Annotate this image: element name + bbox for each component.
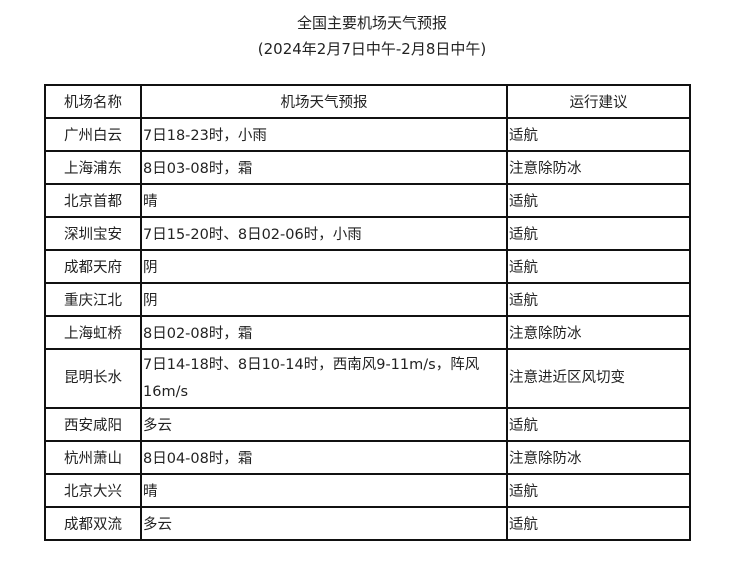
airport-name-cell: 广州白云 bbox=[44, 117, 142, 152]
table-row: 广州白云 7日18-23时，小雨 适航 bbox=[44, 117, 691, 152]
forecast-cell: 多云 bbox=[140, 506, 508, 541]
forecast-cell: 阴 bbox=[140, 282, 508, 317]
advice-cell: 适航 bbox=[506, 117, 691, 152]
forecast-cell: 晴 bbox=[140, 473, 508, 508]
forecast-cell: 7日15-20时、8日02-06时，小雨 bbox=[140, 216, 508, 251]
forecast-cell: 8日04-08时，霜 bbox=[140, 440, 508, 475]
table-row: 杭州萧山 8日04-08时，霜 注意除防冰 bbox=[44, 440, 691, 475]
forecast-cell: 8日02-08时，霜 bbox=[140, 315, 508, 350]
table-row: 成都天府阴适航 bbox=[44, 249, 691, 284]
header-forecast: 机场天气预报 bbox=[140, 84, 508, 119]
advice-cell: 注意除防冰 bbox=[506, 315, 691, 350]
airport-name-cell: 北京大兴 bbox=[44, 473, 142, 508]
header-airport: 机场名称 bbox=[44, 84, 142, 119]
advice-cell: 适航 bbox=[506, 249, 691, 284]
forecast-cell: 7日18-23时，小雨 bbox=[140, 117, 508, 152]
page-subtitle: (2024年2月7日中午-2月8日中午) bbox=[257, 40, 487, 58]
forecast-cell: 7日14-18时、8日10-14时，西南风9-11m/s，阵风16m/s bbox=[140, 348, 508, 409]
airport-name-cell: 上海浦东 bbox=[44, 150, 142, 185]
advice-cell: 注意除防冰 bbox=[506, 150, 691, 185]
page-title: 全国主要机场天气预报 bbox=[296, 14, 447, 32]
advice-cell: 注意除防冰 bbox=[506, 440, 691, 475]
table-row: 北京首都晴适航 bbox=[44, 183, 691, 218]
airport-name-cell: 北京首都 bbox=[44, 183, 142, 218]
advice-cell: 适航 bbox=[506, 282, 691, 317]
forecast-cell: 8日03-08时，霜 bbox=[140, 150, 508, 185]
airport-name-cell: 上海虹桥 bbox=[44, 315, 142, 350]
forecast-cell: 多云 bbox=[140, 407, 508, 442]
advice-cell: 适航 bbox=[506, 216, 691, 251]
table-row: 重庆江北阴适航 bbox=[44, 282, 691, 317]
airport-name-cell: 西安咸阳 bbox=[44, 407, 142, 442]
header-advice: 运行建议 bbox=[506, 84, 691, 119]
airport-name-cell: 成都双流 bbox=[44, 506, 142, 541]
airport-name-cell: 杭州萧山 bbox=[44, 440, 142, 475]
advice-cell: 适航 bbox=[506, 183, 691, 218]
table-header-row: 机场名称 机场天气预报 运行建议 bbox=[44, 84, 691, 119]
airport-weather-table: 机场名称 机场天气预报 运行建议 广州白云 7日18-23时，小雨 适航 上海浦东 8日… bbox=[44, 84, 691, 541]
table-row: 昆明长水 7日14-18时、8日10-14时，西南风9-11m/s，阵风16m/s… bbox=[44, 348, 691, 409]
advice-cell: 适航 bbox=[506, 473, 691, 508]
airport-name-cell: 成都天府 bbox=[44, 249, 142, 284]
forecast-cell: 阴 bbox=[140, 249, 508, 284]
table-row: 北京大兴晴适航 bbox=[44, 473, 691, 508]
table-row: 成都双流 多云 适航 bbox=[44, 506, 691, 541]
table-row: 西安咸阳 多云 适航 bbox=[44, 407, 691, 442]
forecast-cell: 晴 bbox=[140, 183, 508, 218]
airport-name-cell: 重庆江北 bbox=[44, 282, 142, 317]
table-row: 上海虹桥 8日02-08时，霜 注意除防冰 bbox=[44, 315, 691, 350]
table-row: 深圳宝安 7日15-20时、8日02-06时，小雨 适航 bbox=[44, 216, 691, 251]
table-row: 上海浦东 8日03-08时，霜 注意除防冰 bbox=[44, 150, 691, 185]
advice-cell: 注意进近区风切变 bbox=[506, 348, 691, 409]
advice-cell: 适航 bbox=[506, 506, 691, 541]
advice-cell: 适航 bbox=[506, 407, 691, 442]
airport-name-cell: 深圳宝安 bbox=[44, 216, 142, 251]
airport-name-cell: 昆明长水 bbox=[44, 348, 142, 409]
